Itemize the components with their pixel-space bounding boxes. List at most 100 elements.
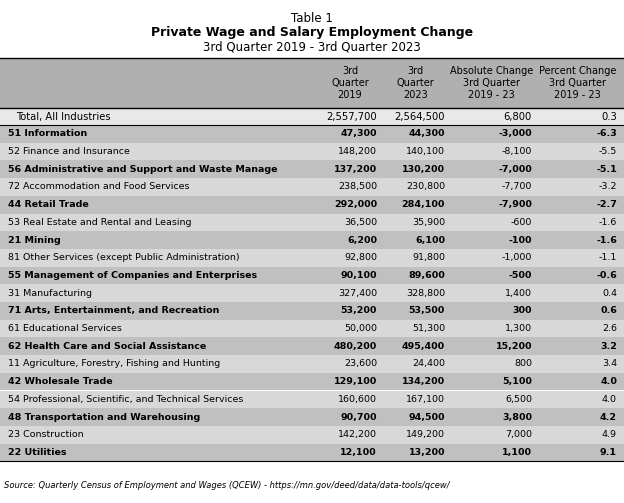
Text: -3.2: -3.2 — [598, 183, 617, 192]
Text: 0.4: 0.4 — [602, 289, 617, 298]
Bar — [0, 178, 624, 196]
Text: 328,800: 328,800 — [406, 289, 445, 298]
Text: 284,100: 284,100 — [402, 200, 445, 209]
Text: 23 Construction: 23 Construction — [8, 430, 84, 439]
Bar — [0, 108, 624, 125]
Text: 11 Agriculture, Forestry, Fishing and Hunting: 11 Agriculture, Forestry, Fishing and Hu… — [8, 360, 220, 369]
Text: -1.1: -1.1 — [598, 253, 617, 262]
Text: 81 Other Services (except Public Administration): 81 Other Services (except Public Adminis… — [8, 253, 240, 262]
Bar — [0, 444, 624, 461]
Bar — [0, 302, 624, 320]
Text: 292,000: 292,000 — [334, 200, 377, 209]
Text: Absolute Change
3rd Quarter
2019 - 23: Absolute Change 3rd Quarter 2019 - 23 — [450, 65, 533, 101]
Text: Source: Quarterly Census of Employment and Wages (QCEW) - https://mn.gov/deed/da: Source: Quarterly Census of Employment a… — [4, 481, 450, 490]
Text: 134,200: 134,200 — [402, 377, 445, 386]
Text: 53 Real Estate and Rental and Leasing: 53 Real Estate and Rental and Leasing — [8, 218, 192, 227]
Text: 51,300: 51,300 — [412, 324, 445, 333]
Text: 12,100: 12,100 — [340, 448, 377, 457]
Text: 4.0: 4.0 — [602, 395, 617, 404]
Text: 53,500: 53,500 — [409, 306, 445, 315]
Text: 4.2: 4.2 — [600, 412, 617, 422]
Text: 167,100: 167,100 — [406, 395, 445, 404]
Bar — [0, 125, 624, 143]
Text: 149,200: 149,200 — [406, 430, 445, 439]
Text: 55 Management of Companies and Enterprises: 55 Management of Companies and Enterpris… — [8, 271, 257, 280]
Text: 3rd Quarter 2019 - 3rd Quarter 2023: 3rd Quarter 2019 - 3rd Quarter 2023 — [203, 40, 421, 53]
Text: -7,900: -7,900 — [498, 200, 532, 209]
Text: 0.3: 0.3 — [602, 112, 617, 122]
Text: 31 Manufacturing: 31 Manufacturing — [8, 289, 92, 298]
Text: 61 Educational Services: 61 Educational Services — [8, 324, 122, 333]
Text: 92,800: 92,800 — [344, 253, 377, 262]
Text: 140,100: 140,100 — [406, 147, 445, 156]
Text: 4.0: 4.0 — [600, 377, 617, 386]
Text: 327,400: 327,400 — [338, 289, 377, 298]
Text: 90,700: 90,700 — [341, 412, 377, 422]
Bar — [0, 231, 624, 249]
Text: 13,200: 13,200 — [409, 448, 445, 457]
Text: -8,100: -8,100 — [502, 147, 532, 156]
Text: 23,600: 23,600 — [344, 360, 377, 369]
Text: 0.6: 0.6 — [600, 306, 617, 315]
Text: -500: -500 — [509, 271, 532, 280]
Text: -5.5: -5.5 — [598, 147, 617, 156]
Text: 142,200: 142,200 — [338, 430, 377, 439]
Text: Percent Change
3rd Quarter
2019 - 23: Percent Change 3rd Quarter 2019 - 23 — [539, 65, 616, 101]
Text: Total, All Industries: Total, All Industries — [16, 112, 110, 122]
Text: 22 Utilities: 22 Utilities — [8, 448, 67, 457]
Bar — [0, 320, 624, 338]
Text: -5.1: -5.1 — [597, 165, 617, 174]
Text: 56 Administrative and Support and Waste Manage: 56 Administrative and Support and Waste … — [8, 165, 278, 174]
Text: 230,800: 230,800 — [406, 183, 445, 192]
Text: 21 Mining: 21 Mining — [8, 235, 61, 244]
Bar — [0, 196, 624, 213]
Bar — [0, 143, 624, 160]
Text: -6.3: -6.3 — [597, 129, 617, 138]
Text: 3.2: 3.2 — [600, 342, 617, 351]
Text: 4.9: 4.9 — [602, 430, 617, 439]
Text: -7,000: -7,000 — [498, 165, 532, 174]
Bar — [0, 408, 624, 426]
Text: 300: 300 — [512, 306, 532, 315]
Text: -3,000: -3,000 — [499, 129, 532, 138]
Text: 53,200: 53,200 — [341, 306, 377, 315]
Text: 6,500: 6,500 — [505, 395, 532, 404]
Text: 6,100: 6,100 — [415, 235, 445, 244]
Text: 160,600: 160,600 — [338, 395, 377, 404]
Text: -1.6: -1.6 — [598, 218, 617, 227]
Bar — [0, 249, 624, 267]
Text: -7,700: -7,700 — [502, 183, 532, 192]
Text: 3.4: 3.4 — [602, 360, 617, 369]
Text: 480,200: 480,200 — [334, 342, 377, 351]
Bar — [0, 426, 624, 444]
Text: 35,900: 35,900 — [412, 218, 445, 227]
Text: 50,000: 50,000 — [344, 324, 377, 333]
Text: 6,200: 6,200 — [347, 235, 377, 244]
Bar — [0, 213, 624, 231]
Text: 52 Finance and Insurance: 52 Finance and Insurance — [8, 147, 130, 156]
Bar — [0, 373, 624, 390]
Text: -100: -100 — [509, 235, 532, 244]
Text: -0.6: -0.6 — [597, 271, 617, 280]
Bar — [0, 160, 624, 178]
Text: 129,100: 129,100 — [334, 377, 377, 386]
Text: 5,100: 5,100 — [502, 377, 532, 386]
Text: -2.7: -2.7 — [596, 200, 617, 209]
Text: Private Wage and Salary Employment Change: Private Wage and Salary Employment Chang… — [151, 26, 473, 39]
Text: 238,500: 238,500 — [338, 183, 377, 192]
Text: 800: 800 — [514, 360, 532, 369]
Text: 1,100: 1,100 — [502, 448, 532, 457]
Text: -600: -600 — [510, 218, 532, 227]
Text: 89,600: 89,600 — [408, 271, 445, 280]
Text: Table 1: Table 1 — [291, 12, 333, 25]
Text: 94,500: 94,500 — [409, 412, 445, 422]
Text: 91,800: 91,800 — [412, 253, 445, 262]
Text: 9.1: 9.1 — [600, 448, 617, 457]
Text: 15,200: 15,200 — [495, 342, 532, 351]
Bar — [0, 58, 624, 108]
Text: 72 Accommodation and Food Services: 72 Accommodation and Food Services — [8, 183, 190, 192]
Text: -1.6: -1.6 — [596, 235, 617, 244]
Text: 7,000: 7,000 — [505, 430, 532, 439]
Text: 42 Wholesale Trade: 42 Wholesale Trade — [8, 377, 112, 386]
Text: 48 Transportation and Warehousing: 48 Transportation and Warehousing — [8, 412, 200, 422]
